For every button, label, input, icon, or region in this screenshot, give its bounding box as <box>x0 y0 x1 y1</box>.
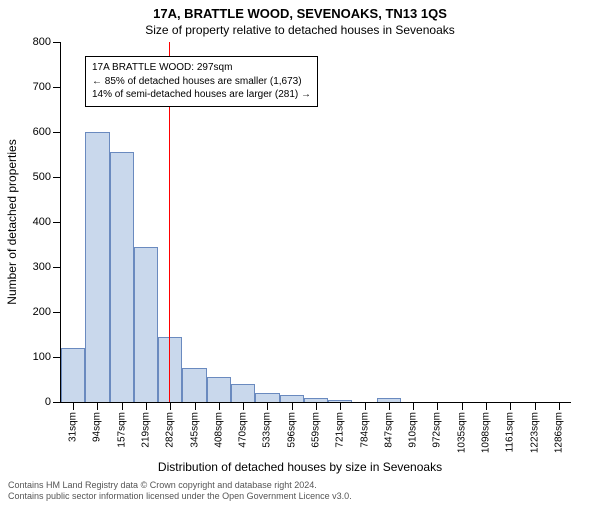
x-tick <box>413 402 414 410</box>
x-tick-label: 1161sqm <box>505 412 516 452</box>
x-tick-label: 1286sqm <box>553 412 564 453</box>
x-tick-label: 1098sqm <box>481 412 492 453</box>
y-tick <box>53 132 61 133</box>
footer-attribution: Contains HM Land Registry data © Crown c… <box>8 480 352 503</box>
x-tick-label: 470sqm <box>238 412 249 448</box>
x-tick-label: 219sqm <box>141 412 152 448</box>
x-tick-label: 408sqm <box>213 412 224 448</box>
y-tick <box>53 177 61 178</box>
y-tick-label: 0 <box>45 396 51 408</box>
y-tick-label: 500 <box>33 171 51 183</box>
x-tick <box>437 402 438 410</box>
x-tick <box>292 402 293 410</box>
x-tick-label: 1223sqm <box>529 412 540 453</box>
x-tick <box>535 402 536 410</box>
histogram-bar <box>182 368 206 402</box>
y-axis-label: Number of detached properties <box>5 139 19 304</box>
x-tick <box>462 402 463 410</box>
histogram-bar <box>85 132 109 402</box>
histogram-bar <box>280 395 304 402</box>
y-tick-label: 300 <box>33 261 51 273</box>
histogram-bar <box>207 377 231 402</box>
x-tick-label: 596sqm <box>286 412 297 448</box>
x-tick <box>486 402 487 410</box>
footer-line-1: Contains HM Land Registry data © Crown c… <box>8 480 352 491</box>
info-box-line: ← 85% of detached houses are smaller (1,… <box>92 75 311 89</box>
x-tick-label: 345sqm <box>189 412 200 448</box>
chart-subtitle: Size of property relative to detached ho… <box>0 23 600 37</box>
x-tick <box>195 402 196 410</box>
histogram-bar <box>231 384 255 402</box>
x-tick <box>97 402 98 410</box>
y-tick <box>53 312 61 313</box>
chart-title: 17A, BRATTLE WOOD, SEVENOAKS, TN13 1QS <box>0 6 600 21</box>
histogram-bar <box>61 348 85 402</box>
x-tick <box>365 402 366 410</box>
y-tick <box>53 222 61 223</box>
histogram-bar <box>255 393 279 402</box>
y-tick-label: 100 <box>33 351 51 363</box>
y-tick <box>53 42 61 43</box>
y-tick <box>53 402 61 403</box>
histogram-bar <box>110 152 134 402</box>
x-tick-label: 721sqm <box>335 412 346 448</box>
x-tick <box>559 402 560 410</box>
x-tick <box>219 402 220 410</box>
x-tick <box>243 402 244 410</box>
histogram-bar <box>134 247 158 402</box>
x-tick-label: 94sqm <box>92 412 103 442</box>
x-tick-label: 157sqm <box>116 412 127 448</box>
histogram-bar <box>158 337 182 402</box>
info-box-line: 14% of semi-detached houses are larger (… <box>92 88 311 102</box>
y-tick <box>53 267 61 268</box>
x-tick <box>316 402 317 410</box>
x-tick <box>122 402 123 410</box>
x-tick-label: 972sqm <box>432 412 443 448</box>
x-tick-label: 910sqm <box>408 412 419 448</box>
x-tick <box>146 402 147 410</box>
y-tick-label: 600 <box>33 126 51 138</box>
y-tick-label: 200 <box>33 306 51 318</box>
x-tick <box>340 402 341 410</box>
x-tick-label: 533sqm <box>262 412 273 448</box>
info-box: 17A BRATTLE WOOD: 297sqm← 85% of detache… <box>85 56 318 107</box>
x-tick-label: 784sqm <box>359 412 370 448</box>
x-tick-label: 659sqm <box>311 412 322 448</box>
footer-line-2: Contains public sector information licen… <box>8 491 352 502</box>
y-tick <box>53 357 61 358</box>
y-tick-label: 400 <box>33 216 51 228</box>
x-tick <box>510 402 511 410</box>
x-tick <box>389 402 390 410</box>
x-tick-label: 31sqm <box>68 412 79 442</box>
x-tick <box>170 402 171 410</box>
y-tick-label: 700 <box>33 81 51 93</box>
x-tick-label: 282sqm <box>165 412 176 448</box>
x-tick <box>267 402 268 410</box>
y-tick-label: 800 <box>33 36 51 48</box>
x-tick-label: 847sqm <box>383 412 394 448</box>
x-tick-label: 1035sqm <box>456 412 467 453</box>
chart-container: Number of detached properties 0100200300… <box>60 42 570 402</box>
y-tick <box>53 87 61 88</box>
plot-area: 010020030040050060070080031sqm94sqm157sq… <box>60 42 571 403</box>
x-axis-label: Distribution of detached houses by size … <box>0 460 600 474</box>
x-tick <box>73 402 74 410</box>
info-box-line: 17A BRATTLE WOOD: 297sqm <box>92 61 311 75</box>
